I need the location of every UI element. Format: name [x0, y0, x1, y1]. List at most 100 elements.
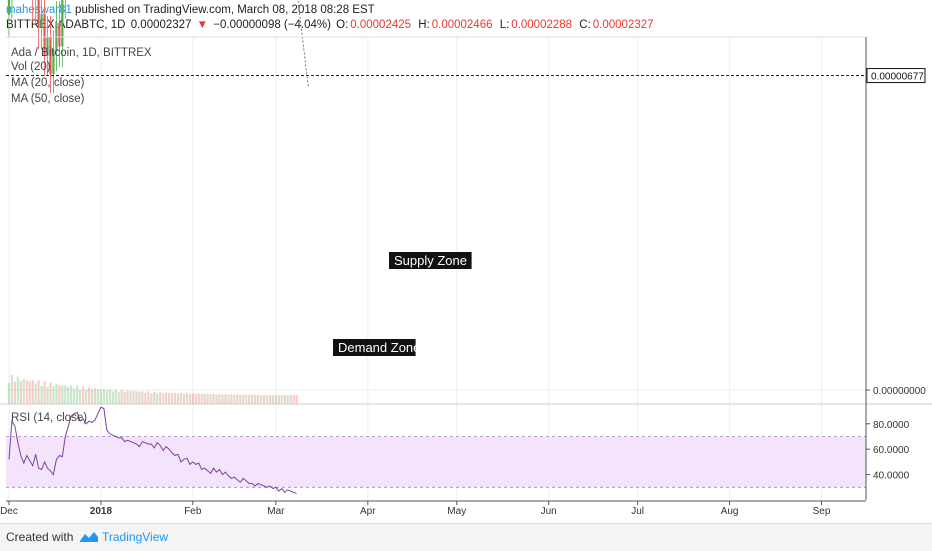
volume-bar: [67, 386, 70, 404]
volume-bar: [242, 394, 245, 404]
volume-bar: [274, 394, 277, 404]
time-tick-label: Aug: [721, 506, 739, 517]
volume-bar: [212, 393, 215, 404]
chart-canvas[interactable]: 0.000030810.000025300.000013770.00000677…: [0, 0, 932, 522]
time-tick-label: Jul: [631, 506, 644, 517]
volume-bar: [191, 393, 194, 404]
volume-bar: [283, 395, 286, 404]
volume-bar: [194, 394, 197, 404]
volume-bar: [37, 380, 40, 404]
volume-bar: [34, 383, 37, 404]
demand-zone-label-box: [333, 339, 416, 356]
rsi-line: [8, 406, 297, 495]
tradingview-brand[interactable]: TradingView: [102, 530, 169, 544]
volume-bar: [209, 394, 212, 404]
open-label: O:: [336, 19, 349, 31]
volume-bar: [227, 394, 230, 404]
rsi-pane: [0, 403, 932, 495]
volume-bar: [102, 388, 105, 404]
volume-bar: [224, 394, 227, 404]
rsi-band: [6, 436, 866, 488]
volume-bar: [93, 388, 97, 404]
volume-bar: [292, 395, 295, 404]
volume-bar: [117, 391, 120, 404]
volume-bar: [19, 380, 22, 404]
volume-bar: [58, 385, 61, 404]
footer: Created with TradingView: [0, 523, 932, 551]
volume-bar: [162, 393, 165, 404]
candle-body: [40, 13, 43, 28]
supply-zone-label-box: [389, 252, 472, 269]
time-tick-label: Sep: [813, 506, 831, 517]
high-label: H:: [418, 19, 430, 31]
volume-bar: [82, 386, 85, 404]
ohlc-low: L: 0.00002288: [500, 19, 574, 31]
volume-bar: [84, 389, 88, 404]
volume-bar: [79, 389, 82, 404]
level-label: 0.00000677: [871, 72, 924, 83]
candle-body: [43, 13, 46, 56]
legend-title: Ada / Bitcoin, 1D, BITTREX: [11, 47, 152, 59]
chart-text: Supply Zone Demand Zone Ada / Bitcoin, 1D,…: [11, 47, 472, 424]
close-label: C:: [579, 19, 591, 31]
volume-bar: [203, 393, 206, 404]
trendline: [297, 0, 309, 89]
volume-bar: [259, 395, 263, 404]
candle-body: [37, 0, 40, 28]
volume-bar: [46, 386, 49, 404]
volume-bar: [233, 394, 236, 404]
volume-bar: [176, 393, 180, 404]
volume-bar: [170, 392, 174, 404]
volume-bar: [49, 382, 52, 404]
volume-bar: [248, 394, 251, 404]
volume-bar: [295, 395, 298, 404]
horizontal-levels: 0.000030810.000025300.000013770.00000677…: [6, 68, 926, 84]
rsi-tick-label: 80.0000: [873, 420, 910, 431]
volume-bar: [52, 386, 55, 404]
volume-bar: [197, 393, 200, 404]
candle-body: [49, 37, 52, 75]
rsi-tick-label: 60.0000: [873, 445, 910, 456]
legend-vol: Vol (20): [11, 61, 51, 73]
volume-bar: [105, 390, 108, 404]
volume-bar: [173, 392, 177, 404]
volume-bar: [64, 385, 67, 404]
time-tick-label: Mar: [267, 506, 285, 517]
volume-bar: [289, 395, 292, 404]
volume-bar: [144, 392, 147, 404]
volume-bar: [40, 385, 43, 404]
volume-bar: [150, 393, 153, 404]
volume-bar: [153, 391, 156, 404]
trendlines: [297, 0, 309, 89]
last-price: 0.00002327: [130, 19, 192, 31]
time-tick-label: Feb: [184, 506, 202, 517]
volume-bar: [239, 394, 242, 404]
volume-bar: [126, 390, 129, 404]
volume-bar: [168, 392, 171, 404]
volume-bar: [182, 393, 186, 404]
volume-bar: [265, 395, 269, 404]
time-tick-label: Apr: [360, 506, 376, 517]
volume-bars: [7, 374, 298, 404]
candle-body: [46, 37, 49, 56]
volume-bar: [135, 391, 138, 404]
open-value: 0.00002425: [350, 19, 412, 31]
price-change: −0.00000098 (−4.04%): [213, 19, 331, 31]
time-tick-label: Dec: [0, 506, 18, 517]
time-tick-label: 2018: [90, 506, 113, 517]
volume-bar: [179, 392, 183, 404]
volume-bar: [120, 389, 123, 404]
volume-bar: [99, 389, 102, 404]
legend-ma50: MA (50, close): [11, 93, 85, 105]
volume-bar: [277, 395, 280, 404]
volume-bar: [61, 385, 64, 404]
supply-zone-label: Supply Zone: [394, 253, 467, 268]
time-tick-label: May: [447, 506, 466, 517]
candle-body: [58, 23, 61, 47]
volume-bar: [55, 383, 58, 404]
volume-bar: [271, 395, 274, 404]
ohlc-open: O: 0.00002425: [336, 19, 413, 31]
legend-rsi: RSI (14, close): [11, 412, 87, 424]
low-label: L:: [499, 19, 510, 31]
level-label-box: [866, 68, 926, 84]
